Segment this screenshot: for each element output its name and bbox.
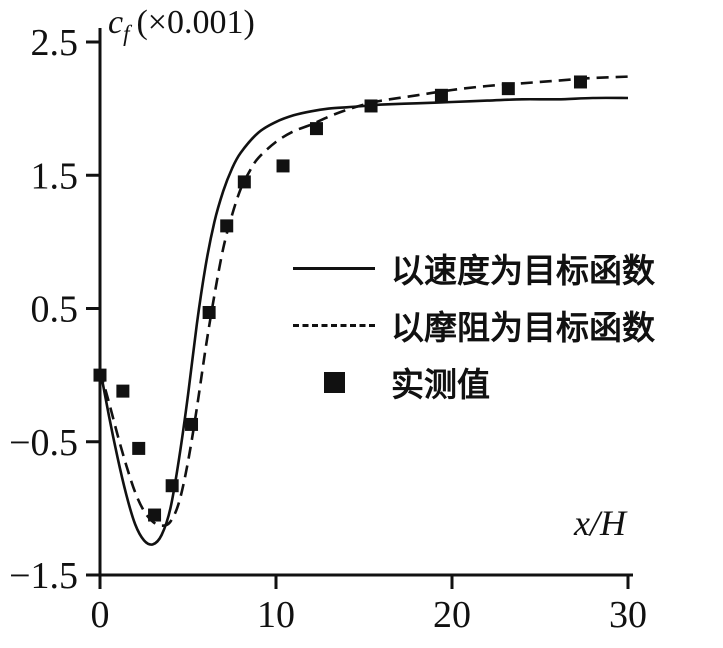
legend-item-friction-objective: 以摩阻为目标函数	[293, 303, 655, 347]
x-tick-label: 0	[91, 594, 110, 636]
solid-line-sample	[293, 266, 375, 270]
measured-point	[93, 368, 107, 382]
title-symbol: c	[108, 4, 124, 41]
measured-point	[148, 508, 162, 522]
measured-point	[276, 159, 290, 173]
legend: 以速度为目标函数 以摩阻为目标函数 实测值	[293, 246, 655, 404]
title-subscript: f	[123, 20, 130, 46]
chart-title: cf (×0.001)	[108, 4, 255, 47]
measured-point	[132, 441, 146, 455]
y-tick-label: 0.5	[31, 289, 79, 331]
x-tick-label: 20	[433, 594, 471, 636]
y-tick-label: −0.5	[9, 422, 78, 464]
measured-point	[185, 417, 199, 431]
x-tick-label: 30	[609, 594, 647, 636]
y-tick-label: 1.5	[31, 155, 79, 197]
measured-point	[434, 88, 448, 102]
measured-point	[573, 75, 587, 89]
x-axis-title-text: x/H	[574, 503, 626, 543]
y-tick-label: 2.5	[31, 22, 79, 64]
x-axis-title: x/H	[574, 502, 626, 544]
title-scale-factor: (×0.001)	[136, 4, 255, 41]
measured-point	[364, 99, 378, 113]
measured-point	[501, 82, 515, 96]
legend-label: 以速度为目标函数	[391, 252, 655, 289]
legend-item-velocity-objective: 以速度为目标函数	[293, 246, 655, 290]
measured-point	[237, 175, 251, 189]
legend-item-measured: 实测值	[293, 360, 655, 404]
legend-label: 实测值	[391, 366, 490, 403]
dashed-line-sample	[293, 323, 375, 327]
measured-point	[309, 122, 323, 136]
measured-point	[165, 479, 179, 493]
y-tick-label: −1.5	[9, 555, 78, 597]
x-tick-label: 10	[257, 594, 295, 636]
dashed-series-path	[98, 75, 629, 528]
legend-label: 以摩阻为目标函数	[391, 309, 655, 346]
measured-point	[202, 305, 216, 319]
measured-point	[220, 219, 234, 233]
filled-square-sample	[293, 371, 375, 393]
solid-series-path	[98, 96, 629, 546]
measured-point	[116, 384, 130, 398]
